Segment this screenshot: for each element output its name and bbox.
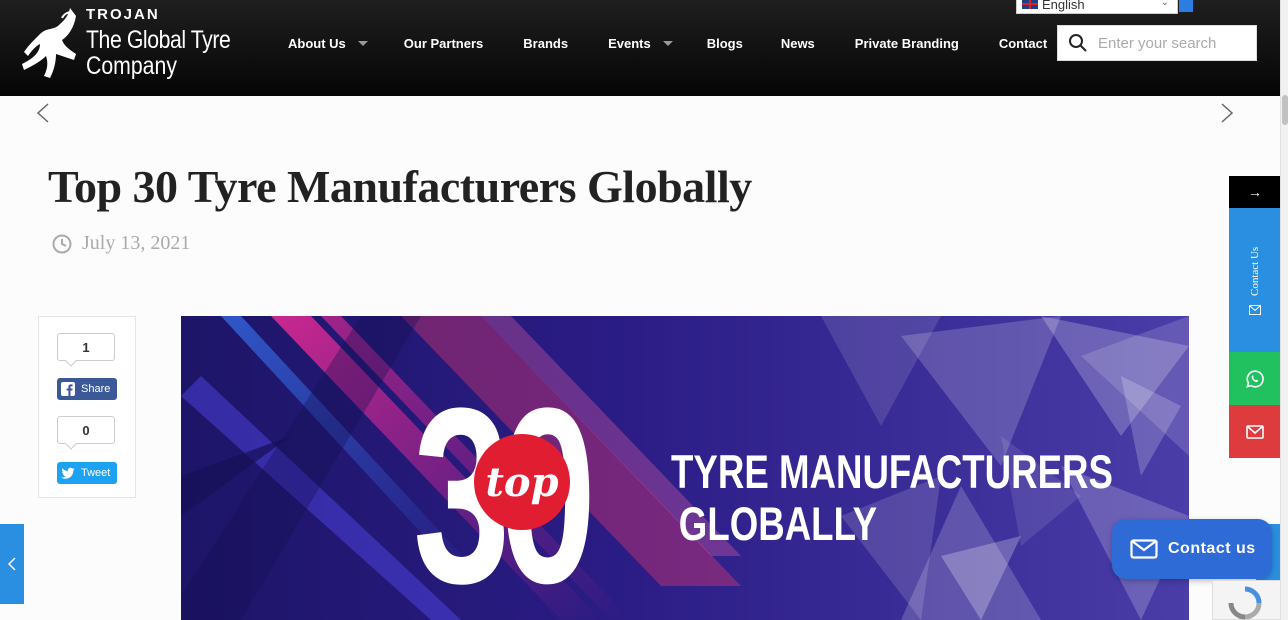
prev-post-tab[interactable] xyxy=(0,524,24,604)
nav-private-branding[interactable]: Private Branding xyxy=(843,36,971,51)
nav-brands[interactable]: Brands xyxy=(511,36,580,51)
nav-news[interactable]: News xyxy=(769,36,827,51)
nav-news-label: News xyxy=(780,35,815,51)
facebook-share-label: Share xyxy=(81,383,111,395)
side-contact-label: Contact Us xyxy=(1249,246,1261,296)
next-post-icon[interactable] xyxy=(1218,102,1236,124)
language-selected: English xyxy=(1042,0,1085,12)
twitter-tweet-label: Tweet xyxy=(81,467,111,479)
search-input[interactable] xyxy=(1098,34,1248,52)
nav-blogs-label: Blogs xyxy=(706,35,743,51)
uk-flag-icon xyxy=(1022,0,1038,9)
facebook-share-button[interactable]: Share xyxy=(57,378,117,400)
envelope-icon xyxy=(1249,305,1261,315)
whatsapp-icon xyxy=(1246,369,1264,388)
side-contact-us-tab[interactable]: Contact Us xyxy=(1229,208,1281,352)
twitter-icon xyxy=(61,467,75,479)
envelope-icon xyxy=(1130,539,1158,559)
hero-line-1: TYRE MANUFACTURERS xyxy=(671,445,1113,498)
hero-image: 30 top TYRE MANUFACTURERS GLOBALLY xyxy=(181,316,1189,620)
post-date-text: July 13, 2021 xyxy=(82,232,191,254)
hero-headline: TYRE MANUFACTURERS GLOBALLY xyxy=(671,446,1113,550)
logo-tagline-1: The Global Tyre xyxy=(86,26,231,54)
post-title: Top 30 Tyre Manufacturers Globally xyxy=(48,161,752,212)
logo-brand: TROJAN xyxy=(86,6,160,23)
caret-down-icon xyxy=(662,40,673,46)
recaptcha-badge[interactable] xyxy=(1212,580,1282,620)
chevron-down-icon: ⌄ xyxy=(1160,0,1169,8)
nav-our-partners[interactable]: Our Partners xyxy=(392,36,495,51)
nav-private-branding-label: Private Branding xyxy=(854,35,959,51)
caret-down-icon xyxy=(357,40,368,46)
logo-tagline-2: Company xyxy=(86,52,177,80)
search-box xyxy=(1057,25,1257,61)
search-icon[interactable] xyxy=(1068,33,1088,53)
site-logo[interactable]: TROJAN The Global Tyre Company xyxy=(18,6,238,86)
nav-events[interactable]: Events xyxy=(596,36,683,51)
contact-us-label: Contact us xyxy=(1168,540,1256,557)
top-badge: top xyxy=(474,434,570,530)
contact-us-button[interactable]: Contact us xyxy=(1112,519,1272,579)
side-widget-toggle[interactable]: → xyxy=(1229,176,1281,208)
nav-our-partners-label: Our Partners xyxy=(403,35,484,51)
nav-about-us-label: About Us xyxy=(288,35,346,51)
nav-events-label: Events xyxy=(608,35,651,51)
prev-post-icon[interactable] xyxy=(34,102,52,124)
share-box: 1 Share 0 Tweet xyxy=(38,316,136,498)
recaptcha-icon xyxy=(1228,586,1262,620)
scrollbar-thumb[interactable] xyxy=(1282,95,1288,125)
envelope-icon xyxy=(1246,424,1264,439)
hero-line-2: GLOBALLY xyxy=(678,497,878,550)
horse-logo-icon xyxy=(22,8,76,78)
nav-contact-label: Contact xyxy=(998,35,1048,51)
nav-contact[interactable]: Contact xyxy=(987,36,1059,51)
email-button[interactable] xyxy=(1229,405,1281,458)
main-nav: About Us Our Partners Brands Events Blog… xyxy=(276,0,1059,86)
nav-blogs[interactable]: Blogs xyxy=(695,36,755,51)
chevron-left-icon xyxy=(8,557,16,571)
twitter-tweet-button[interactable]: Tweet xyxy=(57,462,117,484)
facebook-share-count: 1 xyxy=(57,333,115,361)
post-date: July 13, 2021 xyxy=(52,232,190,255)
clock-icon xyxy=(52,234,72,253)
page-scrollbar[interactable] xyxy=(1280,0,1288,620)
nav-about-us[interactable]: About Us xyxy=(276,36,378,51)
language-toggle[interactable] xyxy=(1179,0,1193,12)
language-select[interactable]: English ⌄ xyxy=(1016,0,1178,14)
site-header: TROJAN The Global Tyre Company About Us … xyxy=(0,0,1280,96)
facebook-icon xyxy=(61,382,75,396)
nav-brands-label: Brands xyxy=(523,35,569,51)
whatsapp-button[interactable] xyxy=(1229,352,1281,405)
twitter-share-count: 0 xyxy=(57,416,115,444)
